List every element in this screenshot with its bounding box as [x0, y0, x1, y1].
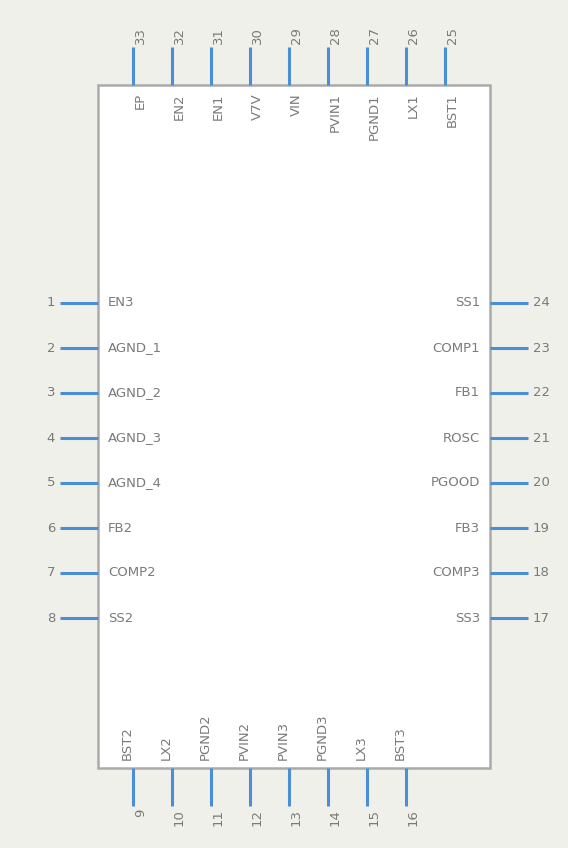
- Text: PGOOD: PGOOD: [431, 477, 480, 489]
- Text: 27: 27: [368, 27, 381, 44]
- Text: 13: 13: [290, 809, 303, 826]
- Text: SS3: SS3: [455, 611, 480, 624]
- Text: PVIN1: PVIN1: [329, 93, 342, 132]
- Bar: [98, 85, 490, 768]
- Text: FB1: FB1: [455, 387, 480, 399]
- Text: 14: 14: [329, 809, 342, 826]
- Text: PGND2: PGND2: [199, 713, 212, 760]
- Text: 24: 24: [533, 297, 550, 310]
- Text: EN1: EN1: [212, 93, 225, 120]
- Text: 26: 26: [407, 27, 420, 44]
- Text: 19: 19: [533, 522, 550, 534]
- Text: AGND_4: AGND_4: [108, 477, 162, 489]
- Text: 21: 21: [533, 432, 550, 444]
- Text: AGND_3: AGND_3: [108, 432, 162, 444]
- Text: 9: 9: [134, 809, 147, 817]
- Text: 17: 17: [533, 611, 550, 624]
- Text: 2: 2: [47, 342, 55, 354]
- Text: 22: 22: [533, 387, 550, 399]
- Text: 11: 11: [212, 809, 225, 826]
- Text: FB2: FB2: [108, 522, 133, 534]
- Text: 8: 8: [47, 611, 55, 624]
- Text: COMP3: COMP3: [432, 566, 480, 579]
- Text: 4: 4: [47, 432, 55, 444]
- Text: EN2: EN2: [173, 93, 186, 120]
- Text: FB3: FB3: [455, 522, 480, 534]
- Text: 15: 15: [368, 809, 381, 826]
- Text: AGND_2: AGND_2: [108, 387, 162, 399]
- Text: 16: 16: [407, 809, 420, 826]
- Text: 30: 30: [251, 27, 264, 44]
- Text: LX2: LX2: [160, 735, 173, 760]
- Text: 33: 33: [134, 27, 147, 44]
- Text: 23: 23: [533, 342, 550, 354]
- Text: 28: 28: [329, 27, 342, 44]
- Text: 20: 20: [533, 477, 550, 489]
- Text: PGND3: PGND3: [316, 713, 329, 760]
- Text: BST3: BST3: [394, 726, 407, 760]
- Text: LX3: LX3: [355, 735, 368, 760]
- Text: EN3: EN3: [108, 297, 135, 310]
- Text: 3: 3: [47, 387, 55, 399]
- Text: PVIN3: PVIN3: [277, 721, 290, 760]
- Text: V7V: V7V: [251, 93, 264, 120]
- Text: 18: 18: [533, 566, 550, 579]
- Text: PVIN2: PVIN2: [238, 721, 251, 760]
- Text: 5: 5: [47, 477, 55, 489]
- Text: AGND_1: AGND_1: [108, 342, 162, 354]
- Text: 10: 10: [173, 809, 186, 826]
- Text: COMP1: COMP1: [432, 342, 480, 354]
- Text: 7: 7: [47, 566, 55, 579]
- Text: BST1: BST1: [446, 93, 459, 127]
- Text: 25: 25: [446, 27, 459, 44]
- Text: 12: 12: [251, 809, 264, 826]
- Text: 31: 31: [212, 27, 225, 44]
- Text: COMP2: COMP2: [108, 566, 156, 579]
- Text: 1: 1: [47, 297, 55, 310]
- Text: ROSC: ROSC: [442, 432, 480, 444]
- Text: VIN: VIN: [290, 93, 303, 115]
- Text: BST2: BST2: [121, 726, 134, 760]
- Text: EP: EP: [134, 93, 147, 109]
- Text: 32: 32: [173, 27, 186, 44]
- Text: LX1: LX1: [407, 93, 420, 118]
- Text: SS2: SS2: [108, 611, 133, 624]
- Text: 29: 29: [290, 27, 303, 44]
- Text: PGND1: PGND1: [368, 93, 381, 140]
- Text: SS1: SS1: [455, 297, 480, 310]
- Text: 6: 6: [47, 522, 55, 534]
